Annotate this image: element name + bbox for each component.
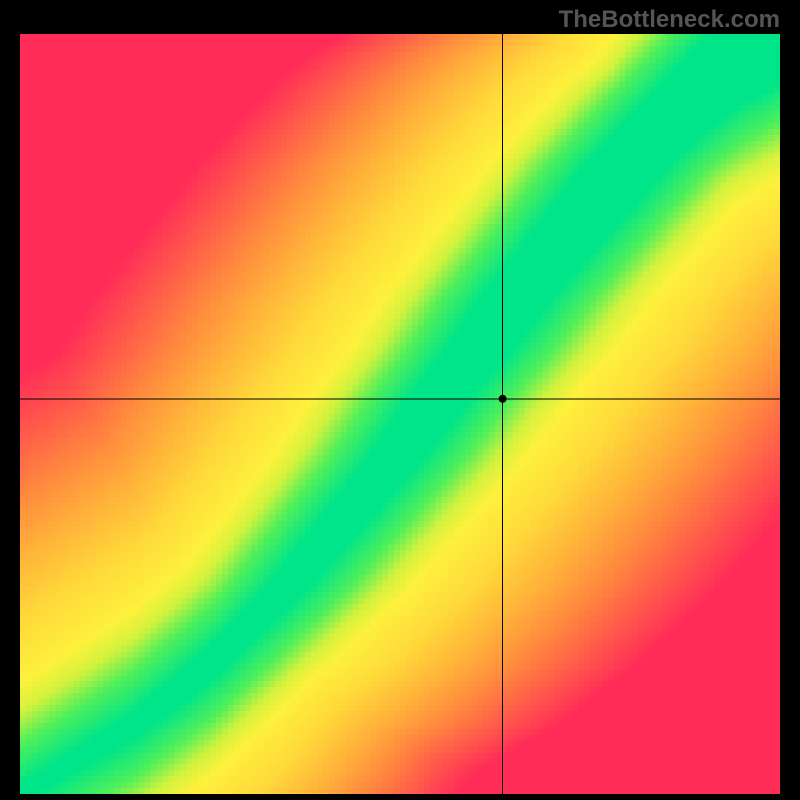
chart-container: TheBottleneck.com bbox=[0, 0, 800, 800]
bottleneck-heatmap bbox=[20, 34, 780, 794]
watermark-text: TheBottleneck.com bbox=[559, 6, 780, 34]
